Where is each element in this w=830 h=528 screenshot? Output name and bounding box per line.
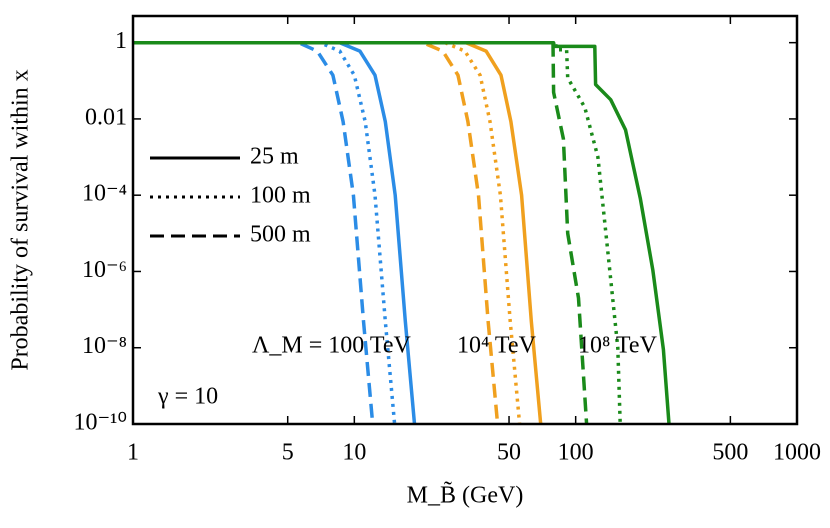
annotation: γ = 10 bbox=[157, 384, 218, 410]
legend-label: 100 m bbox=[250, 183, 311, 209]
y-tick-label: 0.01 bbox=[85, 104, 127, 130]
x-tick-label: 5 bbox=[282, 440, 294, 466]
plot-frame bbox=[131, 14, 799, 426]
x-tick-label: 100 bbox=[558, 440, 594, 466]
x-tick-label: 50 bbox=[497, 440, 521, 466]
series-line bbox=[133, 40, 622, 424]
y-tick-label: 10⁻⁶ bbox=[82, 257, 127, 283]
y-axis-label: Probability of survival within x bbox=[8, 69, 34, 370]
legend-label: 500 m bbox=[250, 222, 311, 248]
y-tick-label: 1 bbox=[115, 28, 127, 54]
annotation: Λ_M = 100 TeV bbox=[252, 333, 411, 359]
y-tick-label: 10⁻⁴ bbox=[82, 181, 127, 207]
legend-label: 25 m bbox=[250, 144, 299, 170]
plot-area bbox=[133, 40, 671, 424]
x-axis-label: M_B̃ (GeV) bbox=[407, 481, 524, 509]
x-tick-label: 1000 bbox=[773, 440, 821, 466]
annotation: 10⁸ TeV bbox=[578, 333, 658, 359]
x-tick-label: 10 bbox=[342, 440, 366, 466]
y-tick-label: 10⁻¹⁰ bbox=[74, 410, 127, 436]
y-tick-label: 10⁻⁸ bbox=[82, 333, 127, 359]
annotation: 10⁴ TeV bbox=[457, 333, 537, 359]
series-line bbox=[133, 40, 671, 424]
series-line bbox=[133, 40, 522, 424]
x-tick-label: 500 bbox=[712, 440, 748, 466]
series-line bbox=[133, 40, 589, 424]
series-line bbox=[133, 40, 500, 424]
x-tick-label: 1 bbox=[127, 440, 139, 466]
